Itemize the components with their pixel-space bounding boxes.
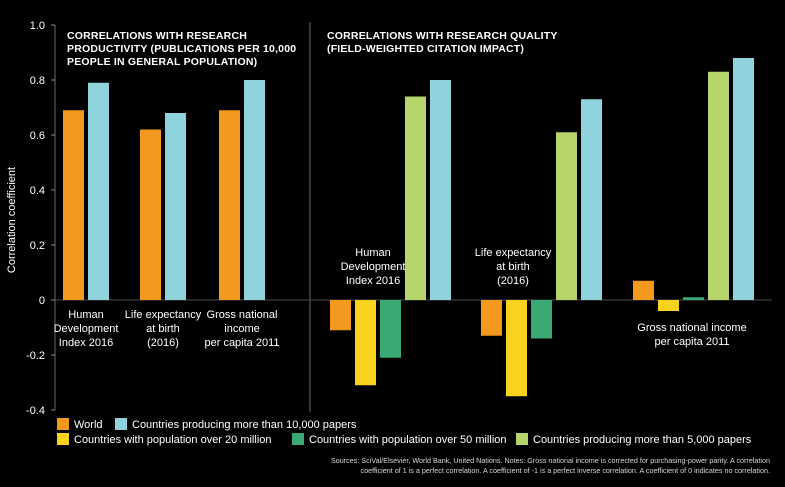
group-label-line: per capita 2011 <box>654 336 729 348</box>
legend-swatch-world <box>57 418 69 430</box>
group-label-line: Index 2016 <box>346 275 400 287</box>
group-label-line: (2016) <box>147 337 179 349</box>
y-tick-label: 0.8 <box>30 75 45 87</box>
group-label-line: Gross national income <box>637 322 746 334</box>
bar-countries-producing-more-than-5-000-papers <box>708 71 729 300</box>
group-label-line: Index 2016 <box>59 337 113 349</box>
legend-swatch-countries-with-population-over-50-million <box>292 433 304 445</box>
bar-countries-with-population-over-20-million <box>506 300 527 397</box>
y-axis-label: Correlation coefficient <box>6 167 18 273</box>
group-label-line: Human <box>68 309 103 321</box>
panel-title-line: CORRELATIONS WITH RESEARCH <box>67 30 247 42</box>
bar-world <box>481 300 502 336</box>
group-label-line: Human <box>355 247 390 259</box>
group-label-line: Gross national <box>207 309 278 321</box>
legend-label: Countries producing more than 10,000 pap… <box>132 419 357 431</box>
group-label-line: at birth <box>496 261 530 273</box>
bar-countries-producing-more-than-10-000-papers <box>430 80 451 300</box>
bar-world <box>330 300 351 331</box>
source-note-line: Sources: SciVal/Elsevier, World Bank, Un… <box>331 456 770 465</box>
group-label-line: at birth <box>146 323 180 335</box>
y-tick-label: 0.4 <box>30 185 45 197</box>
group-label-line: Development <box>341 261 406 273</box>
y-tick-label: 0.6 <box>30 130 45 142</box>
bar-countries-producing-more-than-5-000-papers <box>405 96 426 300</box>
bar-countries-producing-more-than-5-000-papers <box>556 132 577 300</box>
group-label-line: Life expectancy <box>475 247 552 259</box>
bar-countries-producing-more-than-10-000-papers <box>733 58 754 300</box>
legend-label: Countries with population over 20 millio… <box>74 434 272 446</box>
y-tick-label: -0.2 <box>26 350 45 362</box>
legend-label: Countries producing more than 5,000 pape… <box>533 434 752 446</box>
bar-countries-with-population-over-50-million <box>531 300 552 339</box>
panel-title-line: PRODUCTIVITY (PUBLICATIONS PER 10,000 <box>67 43 296 55</box>
group-label-line: per capita 2011 <box>204 337 279 349</box>
bar-world <box>633 280 654 300</box>
legend-label: World <box>74 419 103 431</box>
legend-swatch-countries-producing-more-than-10-000-papers <box>115 418 127 430</box>
panel-title-line: (FIELD-WEIGHTED CITATION IMPACT) <box>327 43 524 55</box>
bar-countries-producing-more-than-10-000-papers <box>165 113 186 300</box>
source-note-line: coefficient of 1 is a perfect correlatio… <box>360 466 770 475</box>
panel-title-line: CORRELATIONS WITH RESEARCH QUALITY <box>327 30 558 42</box>
legend-swatch-countries-with-population-over-20-million <box>57 433 69 445</box>
legend-label: Countries with population over 50 millio… <box>309 434 507 446</box>
bar-countries-with-population-over-20-million <box>658 300 679 311</box>
panel-title-line: PEOPLE IN GENERAL POPULATION) <box>67 56 257 68</box>
group-label-line: income <box>224 323 259 335</box>
group-label-line: Development <box>54 323 119 335</box>
bar-world <box>140 129 161 300</box>
bar-countries-producing-more-than-10-000-papers <box>244 80 265 300</box>
bar-world <box>219 110 240 300</box>
bar-countries-producing-more-than-10-000-papers <box>88 82 109 300</box>
y-tick-label: 1.0 <box>30 20 45 32</box>
group-label-line: Life expectancy <box>125 309 202 321</box>
bar-countries-with-population-over-50-million <box>380 300 401 358</box>
bar-countries-with-population-over-20-million <box>355 300 376 386</box>
bar-countries-with-population-over-50-million <box>683 297 704 300</box>
y-tick-label: -0.4 <box>26 405 45 417</box>
legend-swatch-countries-producing-more-than-5-000-papers <box>516 433 528 445</box>
group-label-line: (2016) <box>497 275 529 287</box>
bar-world <box>63 110 84 300</box>
bar-countries-producing-more-than-10-000-papers <box>581 99 602 300</box>
y-tick-label: 0.2 <box>30 240 45 252</box>
y-tick-label: 0 <box>39 295 45 307</box>
